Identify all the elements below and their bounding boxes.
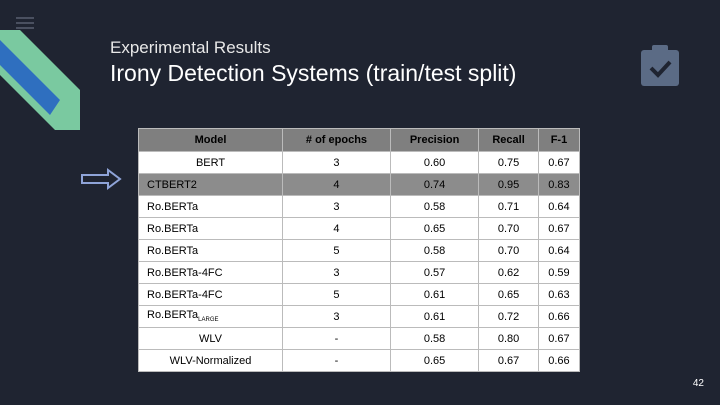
- table-cell: CTBERT2: [137, 173, 284, 196]
- table-row: Ro.BERTa-4FC 5 0.61 0.65 0.63: [137, 283, 581, 306]
- table-cell: 0.65: [389, 217, 480, 240]
- table-cell: 0.66: [537, 349, 581, 372]
- column-header: Recall: [478, 128, 539, 152]
- table-cell: -: [282, 327, 391, 350]
- table-cell: 0.75: [478, 151, 539, 174]
- table-cell: Ro.BERTa-4FC: [137, 261, 284, 284]
- table-cell: 0.67: [478, 349, 539, 372]
- table-cell: 0.58: [389, 195, 480, 218]
- table-cell: 0.74: [389, 173, 480, 196]
- table-cell: 0.65: [478, 283, 539, 306]
- table-row: Ro.BERTaLARGE 3 0.61 0.72 0.66: [137, 305, 581, 328]
- table-cell: 3: [282, 261, 391, 284]
- header-row: Model # of epochs Precision Recall F-1: [137, 128, 581, 152]
- table-row: Ro.BERTa 3 0.58 0.71 0.64: [137, 195, 581, 218]
- table-cell: 0.72: [478, 305, 539, 328]
- table-cell: 3: [282, 305, 391, 328]
- table-cell: 0.66: [537, 305, 581, 328]
- table-cell: 0.67: [537, 217, 581, 240]
- cell-text: Ro.BERTa: [147, 309, 199, 322]
- page-number: 42: [692, 378, 704, 389]
- clipboard-icon: [641, 45, 679, 86]
- table-cell: 0.58: [389, 327, 480, 350]
- menu-icon: [16, 17, 34, 29]
- table-cell: 0.63: [537, 283, 581, 306]
- table-cell: Ro.BERTaLARGE: [137, 305, 284, 328]
- table-cell: 0.67: [537, 327, 581, 350]
- table-cell: 0.65: [389, 349, 480, 372]
- table-row: BERT 3 0.60 0.75 0.67: [137, 151, 581, 174]
- table-cell: Ro.BERTa: [137, 239, 284, 262]
- table-cell: -: [282, 349, 391, 372]
- title: Irony Detection Systems (train/test spli…: [110, 60, 517, 86]
- table-cell: 0.83: [537, 173, 581, 196]
- column-header: F-1: [537, 128, 581, 152]
- table-row: WLV-Normalized -0.65 0.67 0.66: [137, 349, 581, 372]
- table-cell: BERT: [137, 151, 284, 174]
- column-header: Precision: [389, 128, 480, 152]
- table-cell: 0.80: [478, 327, 539, 350]
- table-cell: 0.67: [537, 151, 581, 174]
- table-row: Ro.BERTa 4 0.65 0.70 0.67: [137, 217, 581, 240]
- subtitle: Experimental Results: [110, 38, 271, 57]
- arrow: [81, 168, 122, 190]
- table-cell: 5: [282, 239, 391, 262]
- table-cell: 4: [282, 173, 391, 196]
- table-cell: 0.95: [478, 173, 539, 196]
- table-cell: WLV-Normalized: [137, 349, 284, 372]
- table-cell: WLV: [137, 327, 284, 350]
- table-cell: Ro.BERTa: [137, 195, 284, 218]
- table-cell: 0.61: [389, 305, 480, 328]
- column-header: # of epochs: [282, 128, 391, 152]
- column-header: Model: [137, 128, 284, 152]
- table-row: CTBERT2 4 0.74 0.95 0.83: [137, 173, 581, 196]
- table-cell: 0.57: [389, 261, 480, 284]
- table-cell: 0.61: [389, 283, 480, 306]
- table-cell: Ro.BERTa: [137, 217, 284, 240]
- table-cell: 0.59: [537, 261, 581, 284]
- table-cell: 0.70: [478, 217, 539, 240]
- table-row: Ro.BERTa-4FC 3 0.57 0.62 0.59: [137, 261, 581, 284]
- results-table: Model # of epochs Precision Recall F-1 BERT 3…: [137, 128, 581, 372]
- table-cell: Ro.BERTa-4FC: [137, 283, 284, 306]
- table-cell: 0.64: [537, 239, 581, 262]
- table-cell: 0.60: [389, 151, 480, 174]
- cell-subscript: LARGE: [198, 317, 219, 324]
- table-cell: 3: [282, 151, 391, 174]
- table-cell: 4: [282, 217, 391, 240]
- table-cell: 5: [282, 283, 391, 306]
- table-cell: 3: [282, 195, 391, 218]
- table-cell: 0.62: [478, 261, 539, 284]
- table-cell: 0.64: [537, 195, 581, 218]
- table-cell: 0.58: [389, 239, 480, 262]
- table-row: Ro.BERTa 5 0.58 0.70 0.64: [137, 239, 581, 262]
- table-cell: 0.71: [478, 195, 539, 218]
- table-row: WLV -0.58 0.80 0.67: [137, 327, 581, 350]
- blue-shape: [0, 40, 60, 115]
- table-cell: 0.70: [478, 239, 539, 262]
